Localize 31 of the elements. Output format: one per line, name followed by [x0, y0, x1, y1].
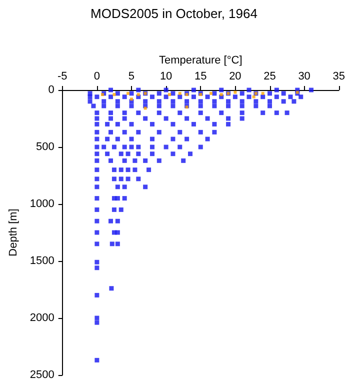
x-tick-label: 0 [94, 70, 100, 82]
point [209, 92, 212, 95]
point [130, 98, 133, 101]
x-tick-label: 20 [229, 70, 242, 82]
point [252, 95, 256, 98]
point [144, 106, 147, 110]
y-tick-label: 500 [36, 141, 54, 153]
y-tick-label: 1000 [30, 198, 54, 210]
point [178, 92, 182, 95]
point [168, 93, 172, 96]
x-tick-label: 30 [298, 70, 310, 82]
point [136, 93, 140, 96]
chart-title: MODS2005 in October, 1964 [90, 6, 258, 21]
x-tick-label: -5 [57, 70, 68, 82]
x-tick-label: 10 [160, 70, 172, 82]
y-tick-label: 2500 [30, 369, 54, 381]
point [100, 93, 104, 96]
x-axis-title: Temperature [°C] [158, 54, 242, 67]
y-axis-title: Depth [m] [8, 208, 20, 256]
point [234, 90, 237, 94]
x-tick-label: 25 [264, 70, 276, 82]
point [261, 92, 264, 95]
x-tick-label: 35 [332, 70, 346, 82]
y-tick-label: 2000 [30, 312, 54, 324]
y-tick-label: 0 [48, 84, 54, 96]
point [112, 93, 116, 96]
y-tick-label: 1500 [30, 255, 54, 267]
point [220, 93, 223, 96]
point [126, 92, 130, 95]
x-tick-label: 15 [194, 70, 207, 82]
x-tick-label: 5 [128, 70, 135, 82]
